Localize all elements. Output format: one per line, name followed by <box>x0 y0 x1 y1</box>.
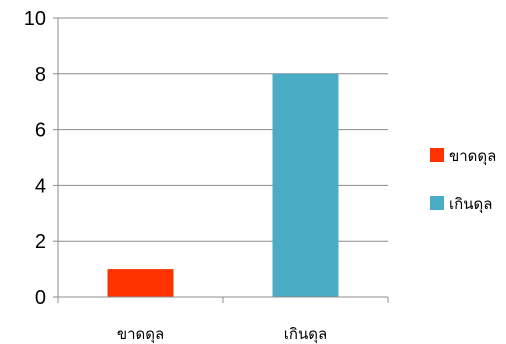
y-tick-label: 0 <box>35 287 46 309</box>
legend-swatch-1 <box>430 148 444 162</box>
bar-2 <box>272 73 339 297</box>
y-tick-label: 4 <box>35 175 46 197</box>
x-axis-tick-labels: ขาดดุล เกินดุล <box>117 325 327 344</box>
y-tick-label: 10 <box>24 8 46 30</box>
axes <box>53 17 389 303</box>
legend: ขาดดุลเกินดุล <box>430 147 496 214</box>
legend-label: ขาดดุล <box>449 147 496 166</box>
y-tick-label: 8 <box>35 64 46 86</box>
y-axis-tick-labels: 0 2 4 6 8 10 <box>24 8 46 309</box>
bars <box>107 73 339 297</box>
legend-label: เกินดุล <box>449 195 492 214</box>
bar-1 <box>107 269 174 297</box>
x-tick-label: เกินดุล <box>284 325 327 344</box>
y-tick-label: 6 <box>35 120 46 142</box>
x-tick-label: ขาดดุล <box>117 325 164 344</box>
y-tick-label: 2 <box>35 231 46 253</box>
legend-swatch-2 <box>430 196 444 210</box>
